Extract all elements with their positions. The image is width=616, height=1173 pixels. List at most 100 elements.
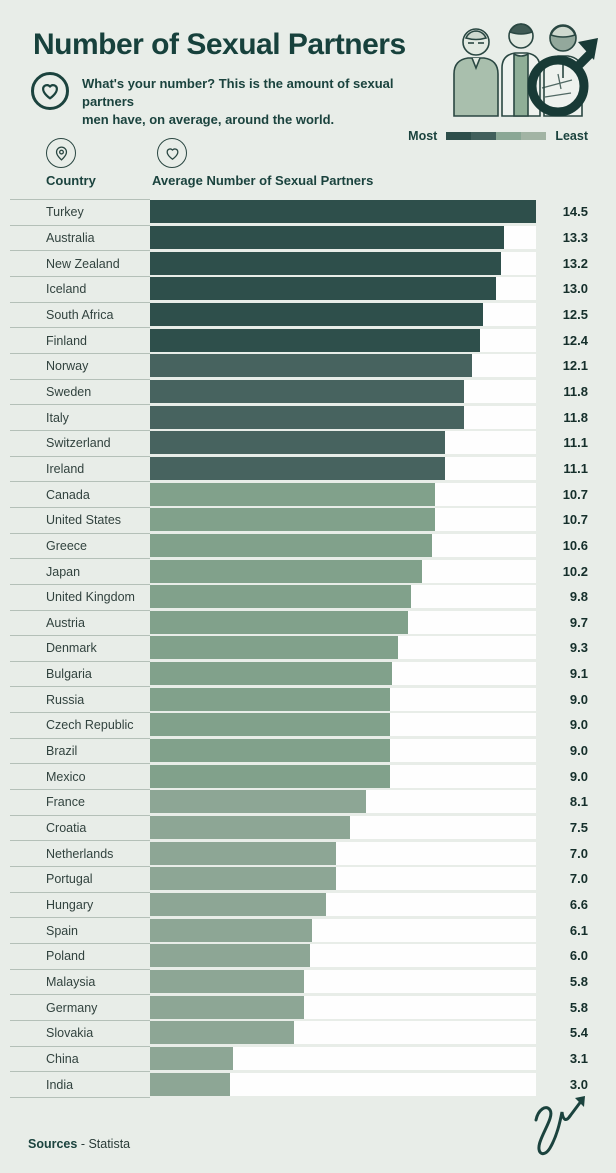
country-label: Australia (10, 224, 150, 251)
bar (150, 379, 465, 403)
bar-track (150, 354, 536, 378)
chart-row: Iceland 13.0 (0, 275, 616, 302)
chart-row: Austria 9.7 (0, 609, 616, 636)
bar-track (150, 302, 536, 326)
chart-row: Canada 10.7 (0, 481, 616, 507)
bar-track (150, 944, 536, 968)
legend-color-segment (471, 132, 497, 140)
chart-row: Denmark 9.3 (0, 635, 616, 661)
bar-chart: Turkey 14.5 Australia 13.3 New Zealand 1… (0, 199, 616, 1098)
bar-track (150, 1072, 536, 1096)
country-label: Italy (10, 404, 150, 430)
chart-row: Norway 12.1 (0, 352, 616, 379)
country-label: Canada (10, 481, 150, 507)
country-label: United States (10, 506, 150, 533)
bar-track (150, 816, 536, 840)
signature-mark-icon (530, 1088, 588, 1165)
bar-track (150, 739, 536, 763)
bar (150, 867, 337, 891)
bar (150, 277, 497, 301)
value-label: 11.1 (563, 460, 588, 476)
bar-track (150, 508, 536, 532)
bar (150, 970, 305, 994)
country-label: Portugal (10, 866, 150, 892)
value-label: 9.3 (569, 640, 588, 656)
country-label: Bulgaria (10, 660, 150, 687)
bar-track (150, 225, 536, 249)
value-label: 11.1 (563, 435, 588, 451)
country-label: Iceland (10, 275, 150, 302)
country-label: Austria (10, 609, 150, 636)
bar-track (150, 431, 536, 455)
bar-track (150, 277, 536, 301)
man-middle (501, 23, 541, 117)
chart-row: Japan 10.2 (0, 558, 616, 584)
bar (150, 918, 313, 942)
bar-track (150, 995, 536, 1019)
value-label: 10.6 (562, 537, 588, 553)
bar (150, 739, 390, 763)
country-label: Greece (10, 532, 150, 559)
bar-track (150, 328, 536, 352)
country-label: France (10, 789, 150, 815)
legend-color-segment (446, 132, 472, 140)
bar (150, 200, 536, 224)
value-column-header: Average Number of Sexual Partners (152, 173, 374, 188)
country-label: China (10, 1045, 150, 1072)
chart-row: South Africa 12.5 (0, 301, 616, 328)
bar-track (150, 867, 536, 891)
chart-row: United Kingdom 9.8 (0, 583, 616, 610)
man-left (453, 28, 499, 117)
bar-track (150, 687, 536, 711)
male-symbol-icon (527, 38, 598, 117)
bar-track (150, 533, 536, 557)
bar-track (150, 918, 536, 942)
value-label: 7.0 (569, 871, 588, 887)
value-label: 9.1 (569, 666, 588, 682)
bar-track (150, 893, 536, 917)
value-label: 10.7 (562, 512, 588, 528)
chart-row: Brazil 9.0 (0, 737, 616, 764)
bar-track (150, 456, 536, 480)
country-label: Sweden (10, 378, 150, 405)
chart-row: Croatia 7.5 (0, 814, 616, 841)
chart-row: Sweden 11.8 (0, 378, 616, 405)
sources-rest: - Statista (77, 1137, 131, 1151)
sources-word: Sources (28, 1137, 78, 1151)
legend-color-segment (496, 132, 522, 140)
country-label: Turkey (10, 199, 150, 225)
intro-text-line2: men have, on average, around the world. (82, 112, 335, 128)
chart-row: Switzerland 11.1 (0, 429, 616, 456)
value-label: 8.1 (569, 794, 588, 810)
country-label: Brazil (10, 737, 150, 764)
bar (150, 841, 337, 865)
bar (150, 405, 465, 429)
country-label: Netherlands (10, 840, 150, 866)
heart-icon (31, 72, 69, 110)
value-label: 9.7 (569, 614, 588, 630)
chart-row: Greece 10.6 (0, 532, 616, 559)
bar (150, 585, 411, 609)
country-label: Slovakia (10, 1020, 150, 1046)
value-label: 13.2 (562, 255, 588, 271)
chart-row: Turkey 14.5 (0, 199, 616, 225)
value-label: 9.0 (569, 743, 588, 759)
value-label: 6.1 (569, 922, 588, 938)
legend-most-label: Most (408, 129, 438, 143)
value-label: 9.0 (569, 768, 588, 784)
country-label: Mexico (10, 763, 150, 789)
bar (150, 328, 481, 352)
bar (150, 662, 393, 686)
value-label: 6.6 (569, 897, 588, 913)
value-label: 13.3 (562, 229, 588, 245)
bar-track (150, 405, 536, 429)
country-label: Malaysia (10, 968, 150, 995)
value-label: 12.4 (562, 332, 588, 348)
bar (150, 1072, 230, 1096)
legend: Most Least (408, 129, 588, 143)
bar (150, 508, 435, 532)
value-label: 14.5 (562, 204, 588, 220)
bar (150, 790, 366, 814)
value-label: 9.0 (569, 717, 588, 733)
chart-row: Netherlands 7.0 (0, 840, 616, 866)
